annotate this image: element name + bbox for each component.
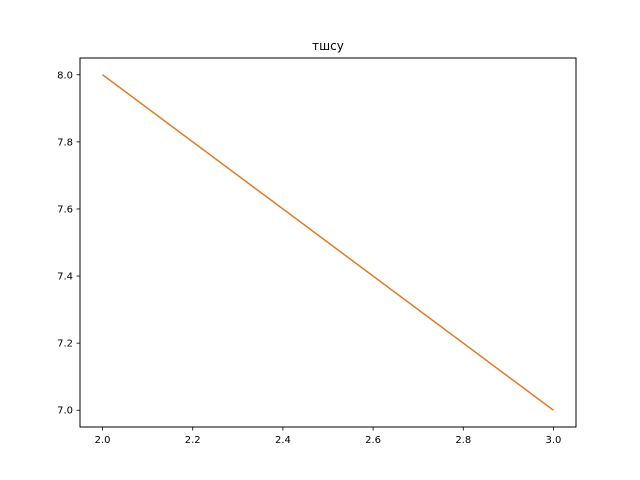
x-tick-label: 2.2 [185,435,201,446]
y-tick-label: 7.6 [57,204,73,215]
y-tick-label: 7.0 [57,406,73,417]
y-axis-ticks: 7.0 7.2 7.4 7.6 7.8 8.0 [57,70,80,417]
x-tick-label: 3.0 [546,435,562,446]
x-axis-ticks: 2.0 2.2 2.4 2.6 2.8 3.0 [95,427,562,446]
x-tick-label: 2.8 [455,435,471,446]
plot-frame [79,57,577,428]
y-tick-label: 8.0 [57,70,73,81]
series-line-0 [102,74,554,411]
y-tick-label: 7.8 [57,137,73,148]
x-tick-label: 2.4 [275,435,291,446]
chart-title: тшсу [312,39,344,53]
plot-lines [102,74,554,411]
y-tick-label: 7.2 [57,339,73,350]
x-tick-label: 2.6 [365,435,381,446]
x-tick-label: 2.0 [95,435,111,446]
y-tick-label: 7.4 [57,272,73,283]
